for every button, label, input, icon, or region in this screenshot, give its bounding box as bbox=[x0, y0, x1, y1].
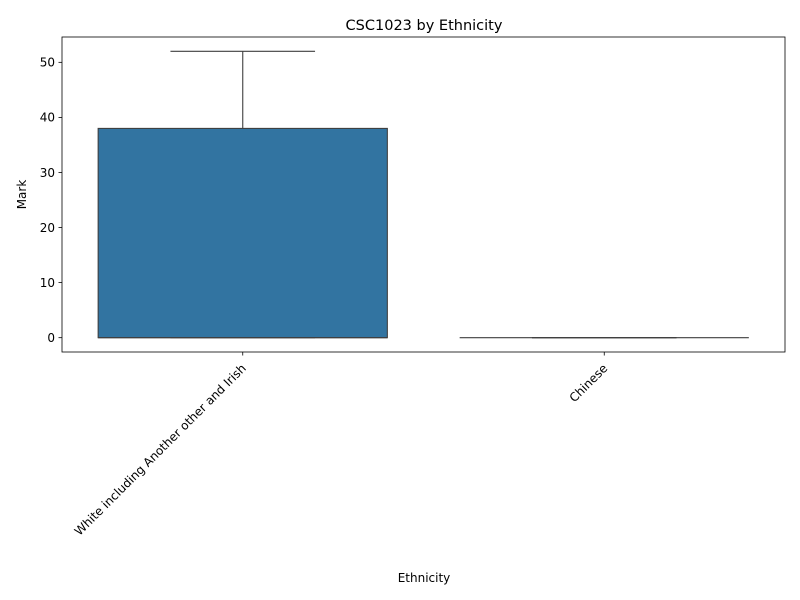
y-tick-label: 40 bbox=[40, 111, 55, 125]
plot-area bbox=[97, 50, 749, 339]
plot-frame bbox=[61, 36, 786, 353]
y-tick-label: 30 bbox=[40, 166, 55, 180]
y-tick-label: 10 bbox=[40, 276, 55, 290]
x-axis-label: Ethnicity bbox=[398, 571, 451, 585]
y-tick-label: 0 bbox=[47, 331, 55, 345]
box-group bbox=[97, 50, 388, 339]
y-tick-label: 20 bbox=[40, 221, 55, 235]
y-axis-label: Mark bbox=[15, 180, 29, 210]
x-tick-label: Chinese bbox=[567, 361, 611, 405]
x-tick-label: White including Another other and Irish bbox=[72, 361, 249, 538]
box-iqr bbox=[97, 127, 388, 339]
y-tick-label: 50 bbox=[40, 56, 55, 70]
chart-title: CSC1023 by Ethnicity bbox=[346, 18, 503, 34]
